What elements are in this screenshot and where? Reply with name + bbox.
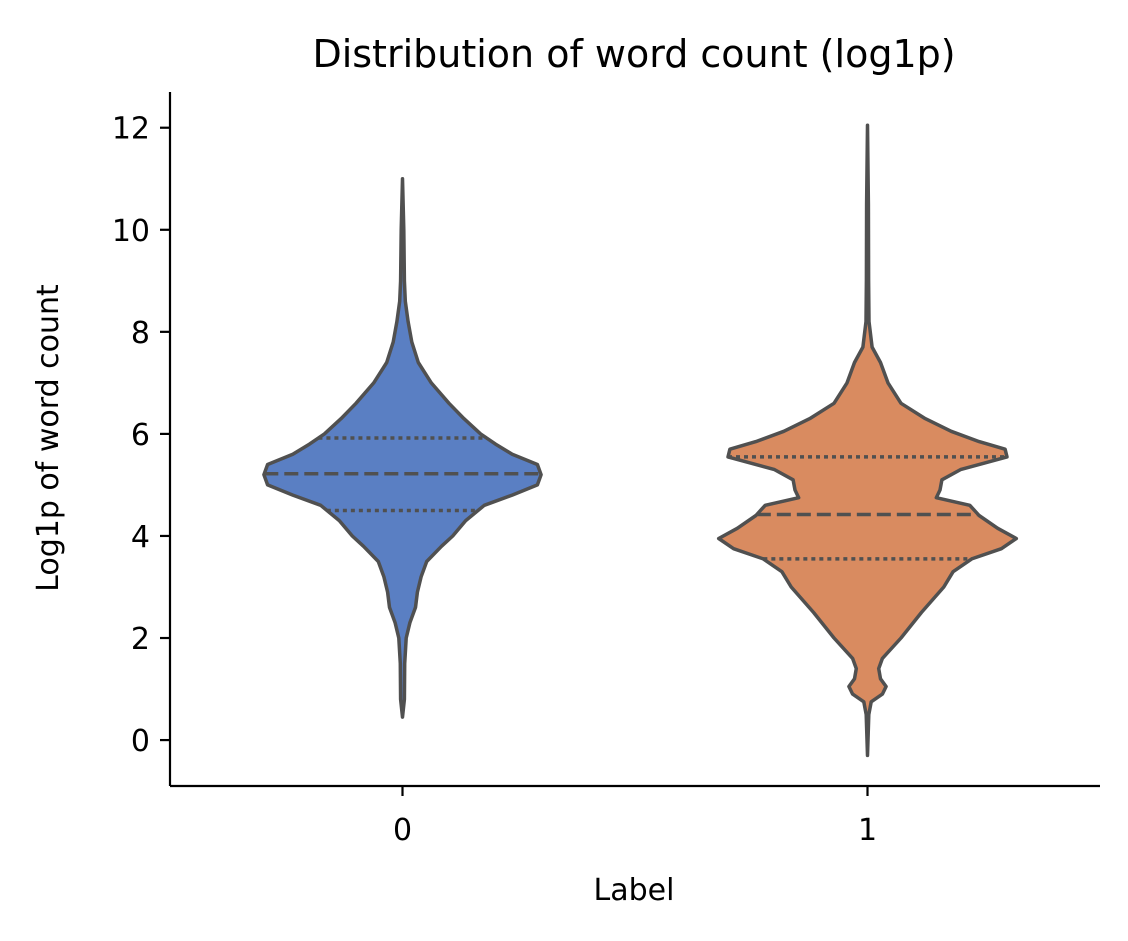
y-tick-label: 0 [131,724,150,759]
violin-body-1 [716,123,1019,758]
x-axis-label: Label [594,873,675,908]
y-tick-label: 4 [131,520,150,555]
y-tick-label: 10 [112,214,150,249]
plot-area [262,123,1019,758]
y-axis-label: Log1p of word count [31,284,66,592]
x-tick-label: 1 [858,813,877,848]
x-tick-label: 0 [393,813,412,848]
y-tick-label: 12 [112,112,150,147]
violin-body-0 [262,177,543,719]
y-axis: 0 2 4 6 8 10 12 [112,92,172,786]
y-tick-label: 6 [131,418,150,453]
chart-title: Distribution of word count (log1p) [312,32,955,76]
y-tick-label: 2 [131,622,150,657]
y-tick-label: 8 [131,316,150,351]
